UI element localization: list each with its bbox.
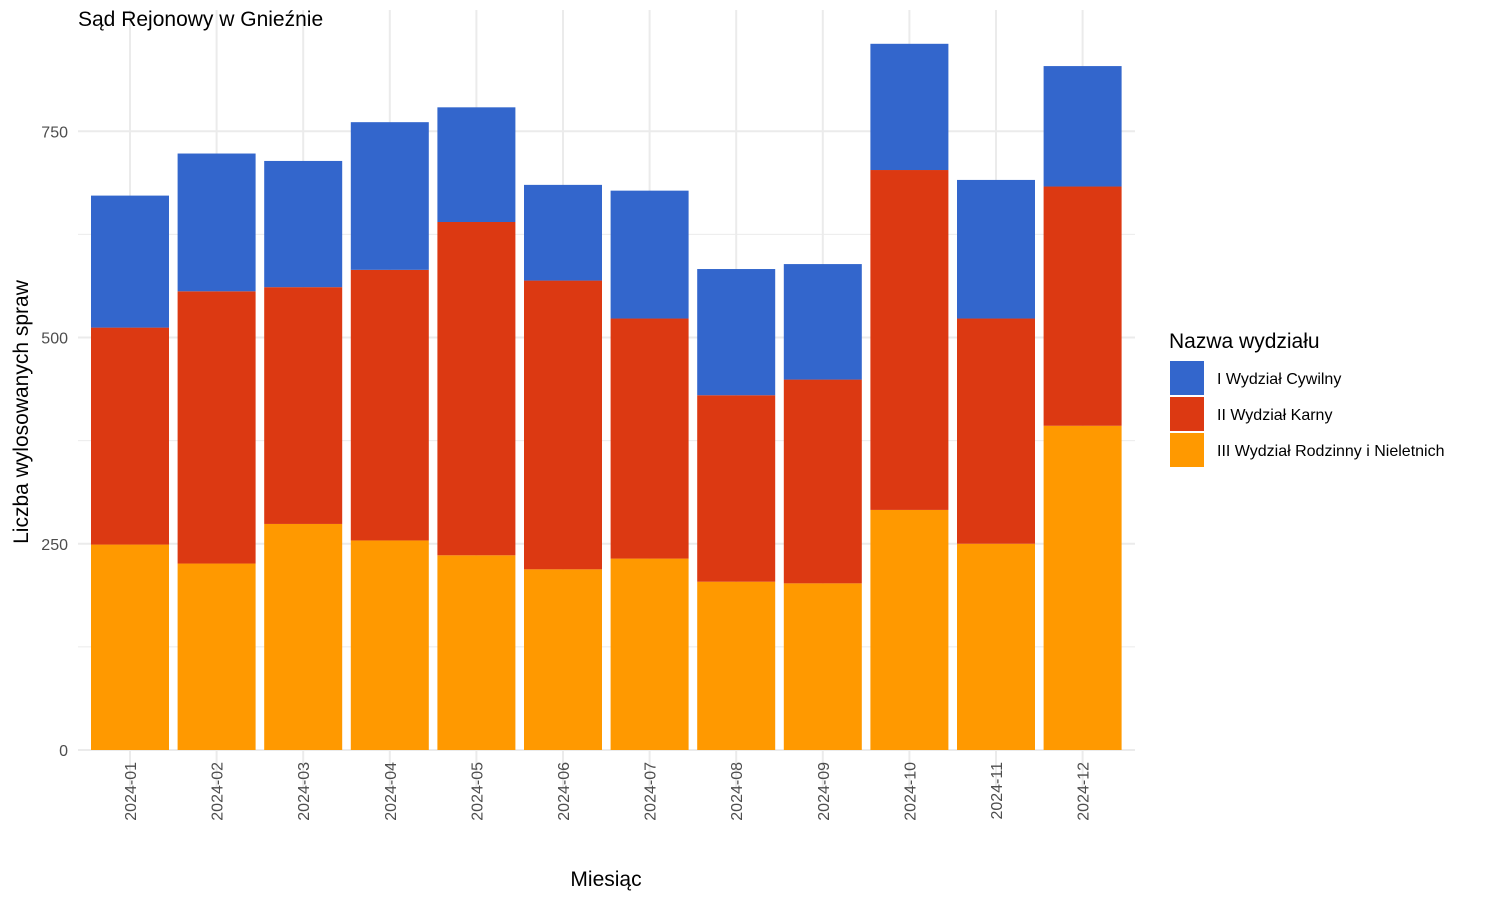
x-tick-label: 2024-08: [729, 762, 746, 821]
bar-segment: [177, 291, 256, 564]
legend-swatch: [1170, 397, 1204, 431]
bar-segment: [350, 269, 429, 541]
bar-segment: [524, 184, 602, 281]
x-tick-label: 2024-05: [469, 762, 486, 821]
y-tick-label: 500: [41, 331, 68, 348]
bar-segment: [783, 264, 862, 380]
bar-segment: [437, 107, 516, 222]
bar-segment: [350, 540, 429, 750]
bar-segment: [437, 555, 516, 750]
x-tick-label: 2024-07: [643, 762, 660, 821]
legend-label: I Wydział Cywilny: [1217, 371, 1341, 388]
x-tick-label: 2024-04: [383, 762, 400, 821]
legend-label: II Wydział Karny: [1217, 407, 1332, 424]
bar-segment: [610, 318, 689, 559]
bar-segment: [91, 195, 169, 328]
legend-swatch: [1170, 361, 1204, 395]
bar-segment: [1043, 425, 1122, 750]
x-tick-label: 2024-10: [902, 762, 919, 821]
bar-segment: [1043, 66, 1122, 187]
legend-label: III Wydział Rodzinny i Nieletnich: [1217, 443, 1445, 460]
bar-segment: [91, 544, 169, 750]
y-axis-title: Liczba wylosowanych spraw: [10, 279, 33, 544]
x-tick-label: 2024-11: [989, 762, 1006, 820]
bar-segment: [957, 179, 1035, 319]
bar-segment: [264, 523, 343, 750]
x-tick-label: 2024-03: [296, 762, 313, 821]
bar-segment: [177, 153, 256, 292]
x-tick-label: 2024-01: [123, 762, 140, 821]
bar-segment: [783, 583, 862, 750]
x-tick-label: 2024-06: [556, 762, 573, 821]
y-tick-label: 250: [41, 537, 68, 554]
x-tick-label: 2024-12: [1076, 762, 1093, 821]
bar-segment: [177, 563, 256, 750]
x-tick-label: 2024-02: [210, 762, 227, 821]
bar-segment: [524, 280, 602, 570]
bar-segment: [264, 160, 343, 288]
bars: [91, 43, 1122, 750]
bar-segment: [870, 43, 949, 171]
bar-segment: [264, 287, 343, 524]
bar-segment: [524, 569, 602, 750]
y-axis-ticks: 0 250 500 750: [41, 124, 68, 760]
bar-segment: [610, 558, 689, 750]
legend: Nazwa wydziału I Wydział Cywilny II Wydzi…: [1169, 330, 1445, 467]
bar-segment: [697, 269, 776, 396]
y-tick-label: 0: [59, 743, 68, 760]
bar-segment: [697, 395, 776, 582]
x-axis-title: Miesiąc: [570, 868, 641, 891]
bar-segment: [870, 170, 949, 510]
bar-segment: [350, 122, 429, 270]
x-axis-ticks: 2024-01 2024-02 2024-03 2024-04 2024-05 2024-…: [123, 762, 1093, 821]
bar-segment: [957, 543, 1035, 750]
y-tick-label: 750: [41, 124, 68, 141]
legend-swatch: [1170, 433, 1204, 467]
chart-title: Sąd Rejonowy w Gnieźnie: [78, 8, 323, 31]
legend-title: Nazwa wydziału: [1169, 330, 1320, 353]
bar-segment: [783, 379, 862, 584]
bar-segment: [870, 509, 949, 750]
bar-segment: [697, 581, 776, 750]
bar-segment: [610, 190, 689, 319]
bar-segment: [1043, 186, 1122, 426]
bar-segment: [957, 318, 1035, 544]
x-tick-label: 2024-09: [816, 762, 833, 821]
bar-segment: [437, 222, 516, 556]
bar-segment: [91, 327, 169, 545]
